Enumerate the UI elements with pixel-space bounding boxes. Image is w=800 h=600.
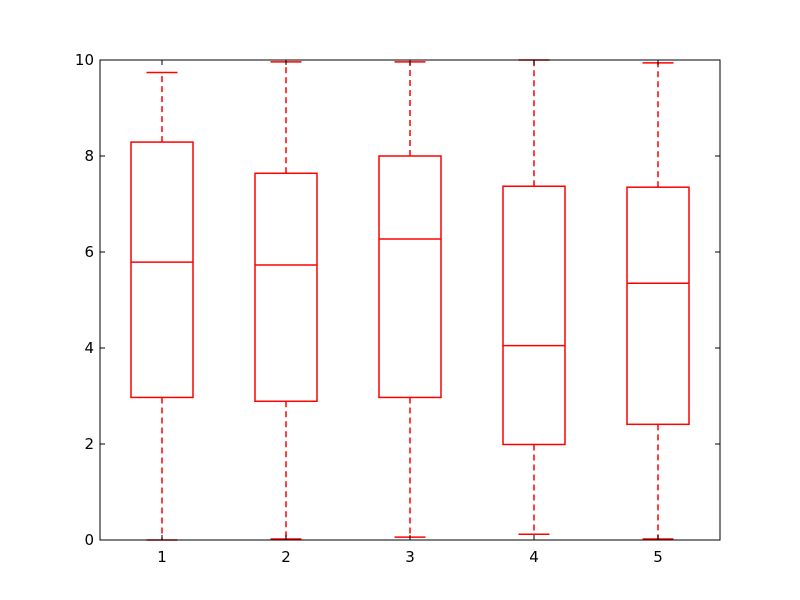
y-tick-label: 4 — [84, 339, 94, 357]
x-tick-label: 1 — [157, 548, 167, 566]
iqr-box — [502, 185, 566, 446]
x-tick-label: 4 — [529, 548, 539, 566]
y-tick-label: 8 — [84, 147, 94, 165]
box-group-1 — [130, 71, 194, 541]
x-tick-label: 3 — [405, 548, 415, 566]
iqr-box — [254, 172, 318, 403]
x-tick-label: 2 — [281, 548, 291, 566]
y-tick-label: 2 — [84, 435, 94, 453]
iqr-box — [626, 186, 690, 426]
iqr-box — [130, 141, 194, 399]
iqr-box — [378, 155, 442, 399]
box-group-2 — [254, 61, 318, 540]
y-tick-label: 10 — [75, 51, 94, 69]
y-tick-label: 6 — [84, 243, 94, 261]
y-tick-label: 0 — [84, 531, 94, 549]
x-tick-label: 5 — [653, 548, 663, 566]
